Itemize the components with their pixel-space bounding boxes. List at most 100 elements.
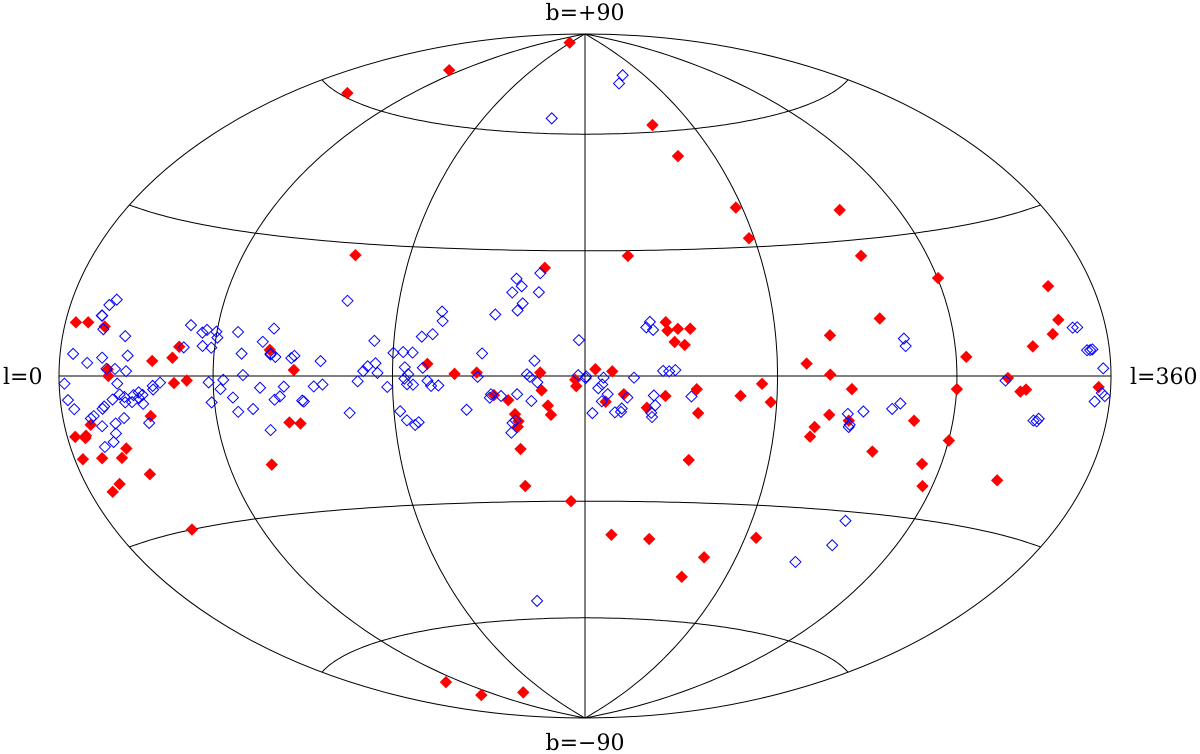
source-marker-open (586, 406, 599, 420)
source-marker-open (202, 376, 215, 389)
source-marker-filled (646, 118, 659, 132)
source-marker-open (435, 305, 449, 318)
source-marker-open (406, 378, 420, 391)
source-marker-open (506, 286, 519, 299)
source-marker-open (226, 391, 240, 404)
source-marker-open (415, 330, 428, 343)
source-marker-filled (621, 249, 635, 263)
source-marker-filled (421, 357, 434, 371)
source-marker-filled (690, 383, 703, 396)
source-marker-filled (605, 528, 618, 541)
source-marker-open (621, 391, 634, 404)
source-marker-open (267, 322, 281, 335)
source-marker-open (356, 364, 370, 378)
source-marker-open (494, 389, 508, 403)
source-marker-open (1088, 395, 1101, 408)
source-marker-open (205, 341, 218, 354)
source-marker-filled (517, 686, 530, 699)
source-marker-filled (1052, 313, 1065, 327)
source-marker-filled (287, 363, 301, 377)
source-marker-filled (115, 451, 129, 465)
source-marker-open (84, 412, 98, 425)
source-marker-open (1098, 389, 1111, 403)
source-marker-open (398, 372, 411, 385)
source-marker-open (103, 298, 116, 312)
source-marker-filled (564, 494, 578, 508)
source-marker-open (416, 361, 430, 374)
source-marker-open (897, 332, 911, 345)
source-marker-filled (570, 379, 583, 393)
source-marker-filled (764, 395, 777, 409)
source-marker-open (268, 393, 281, 406)
source-marker-open (95, 309, 108, 322)
source-marker-filled (443, 63, 456, 77)
source-marker-open (510, 272, 523, 285)
source-marker-open (1027, 414, 1040, 427)
source-marker-open (601, 387, 614, 401)
source-marker-filled (106, 485, 119, 499)
source-marker-open (142, 416, 156, 430)
source-marker-filled (950, 382, 964, 396)
source-marker-filled (749, 531, 763, 545)
source-marker-open (217, 373, 230, 387)
source-marker-open (136, 388, 149, 402)
source-marker-open (662, 365, 676, 378)
source-marker-filled (642, 532, 656, 546)
source-marker-filled (166, 351, 179, 364)
source-marker-open (595, 378, 609, 391)
source-marker-filled (145, 354, 159, 368)
source-marker-open (214, 382, 227, 396)
source-marker-open (579, 371, 592, 385)
source-marker-open (534, 266, 547, 280)
source-marker-filled (661, 324, 674, 337)
source-marker-filled (990, 474, 1004, 487)
source-marker-open (132, 391, 146, 405)
source-marker-filled (185, 523, 199, 536)
source-marker-open (406, 346, 419, 359)
source-marker-open (132, 386, 145, 399)
source-marker-open (530, 594, 544, 608)
source-marker-open (107, 435, 120, 449)
source-marker-open (177, 341, 190, 354)
source-marker-filled (79, 429, 93, 442)
source-marker-open (571, 368, 585, 382)
parallel-line (321, 617, 849, 673)
parallel-line (129, 204, 1041, 252)
source-marker-open (111, 377, 124, 390)
source-marker-filled (960, 350, 973, 364)
source-marker-open (412, 416, 425, 429)
source-marker-filled (1041, 279, 1055, 293)
source-marker-filled (82, 316, 95, 329)
source-marker-filled (823, 329, 837, 342)
source-marker-filled (563, 36, 576, 49)
source-marker-filled (113, 477, 126, 491)
source-marker-filled (538, 261, 552, 275)
source-marker-open (426, 328, 439, 341)
source-marker-filled (659, 389, 672, 403)
source-marker-open (616, 69, 629, 82)
source-marker-filled (283, 416, 296, 429)
source-marker-open (95, 419, 109, 433)
source-marker-open (232, 405, 245, 419)
source-marker-open (264, 347, 277, 360)
source-marker-open (885, 402, 899, 416)
source-marker-filled (742, 232, 756, 245)
source-marker-filled (589, 363, 602, 376)
source-marker-filled (675, 570, 688, 584)
source-marker-open (106, 393, 119, 406)
source-marker-filled (606, 365, 619, 378)
source-marker-filled (824, 368, 837, 381)
label-l-min: l=0 (3, 365, 42, 390)
source-marker-filled (349, 248, 362, 262)
source-marker-open (98, 440, 112, 454)
source-marker-open (647, 389, 661, 402)
source-marker-filled (501, 393, 515, 407)
source-marker-filled (475, 688, 488, 702)
parallel-line (321, 79, 849, 135)
source-marker-open (66, 347, 80, 361)
source-marker-open (999, 374, 1012, 387)
source-marker-open (656, 364, 670, 378)
source-marker-filled (544, 408, 558, 422)
source-marker-open (273, 390, 287, 403)
source-marker-open (316, 378, 329, 391)
